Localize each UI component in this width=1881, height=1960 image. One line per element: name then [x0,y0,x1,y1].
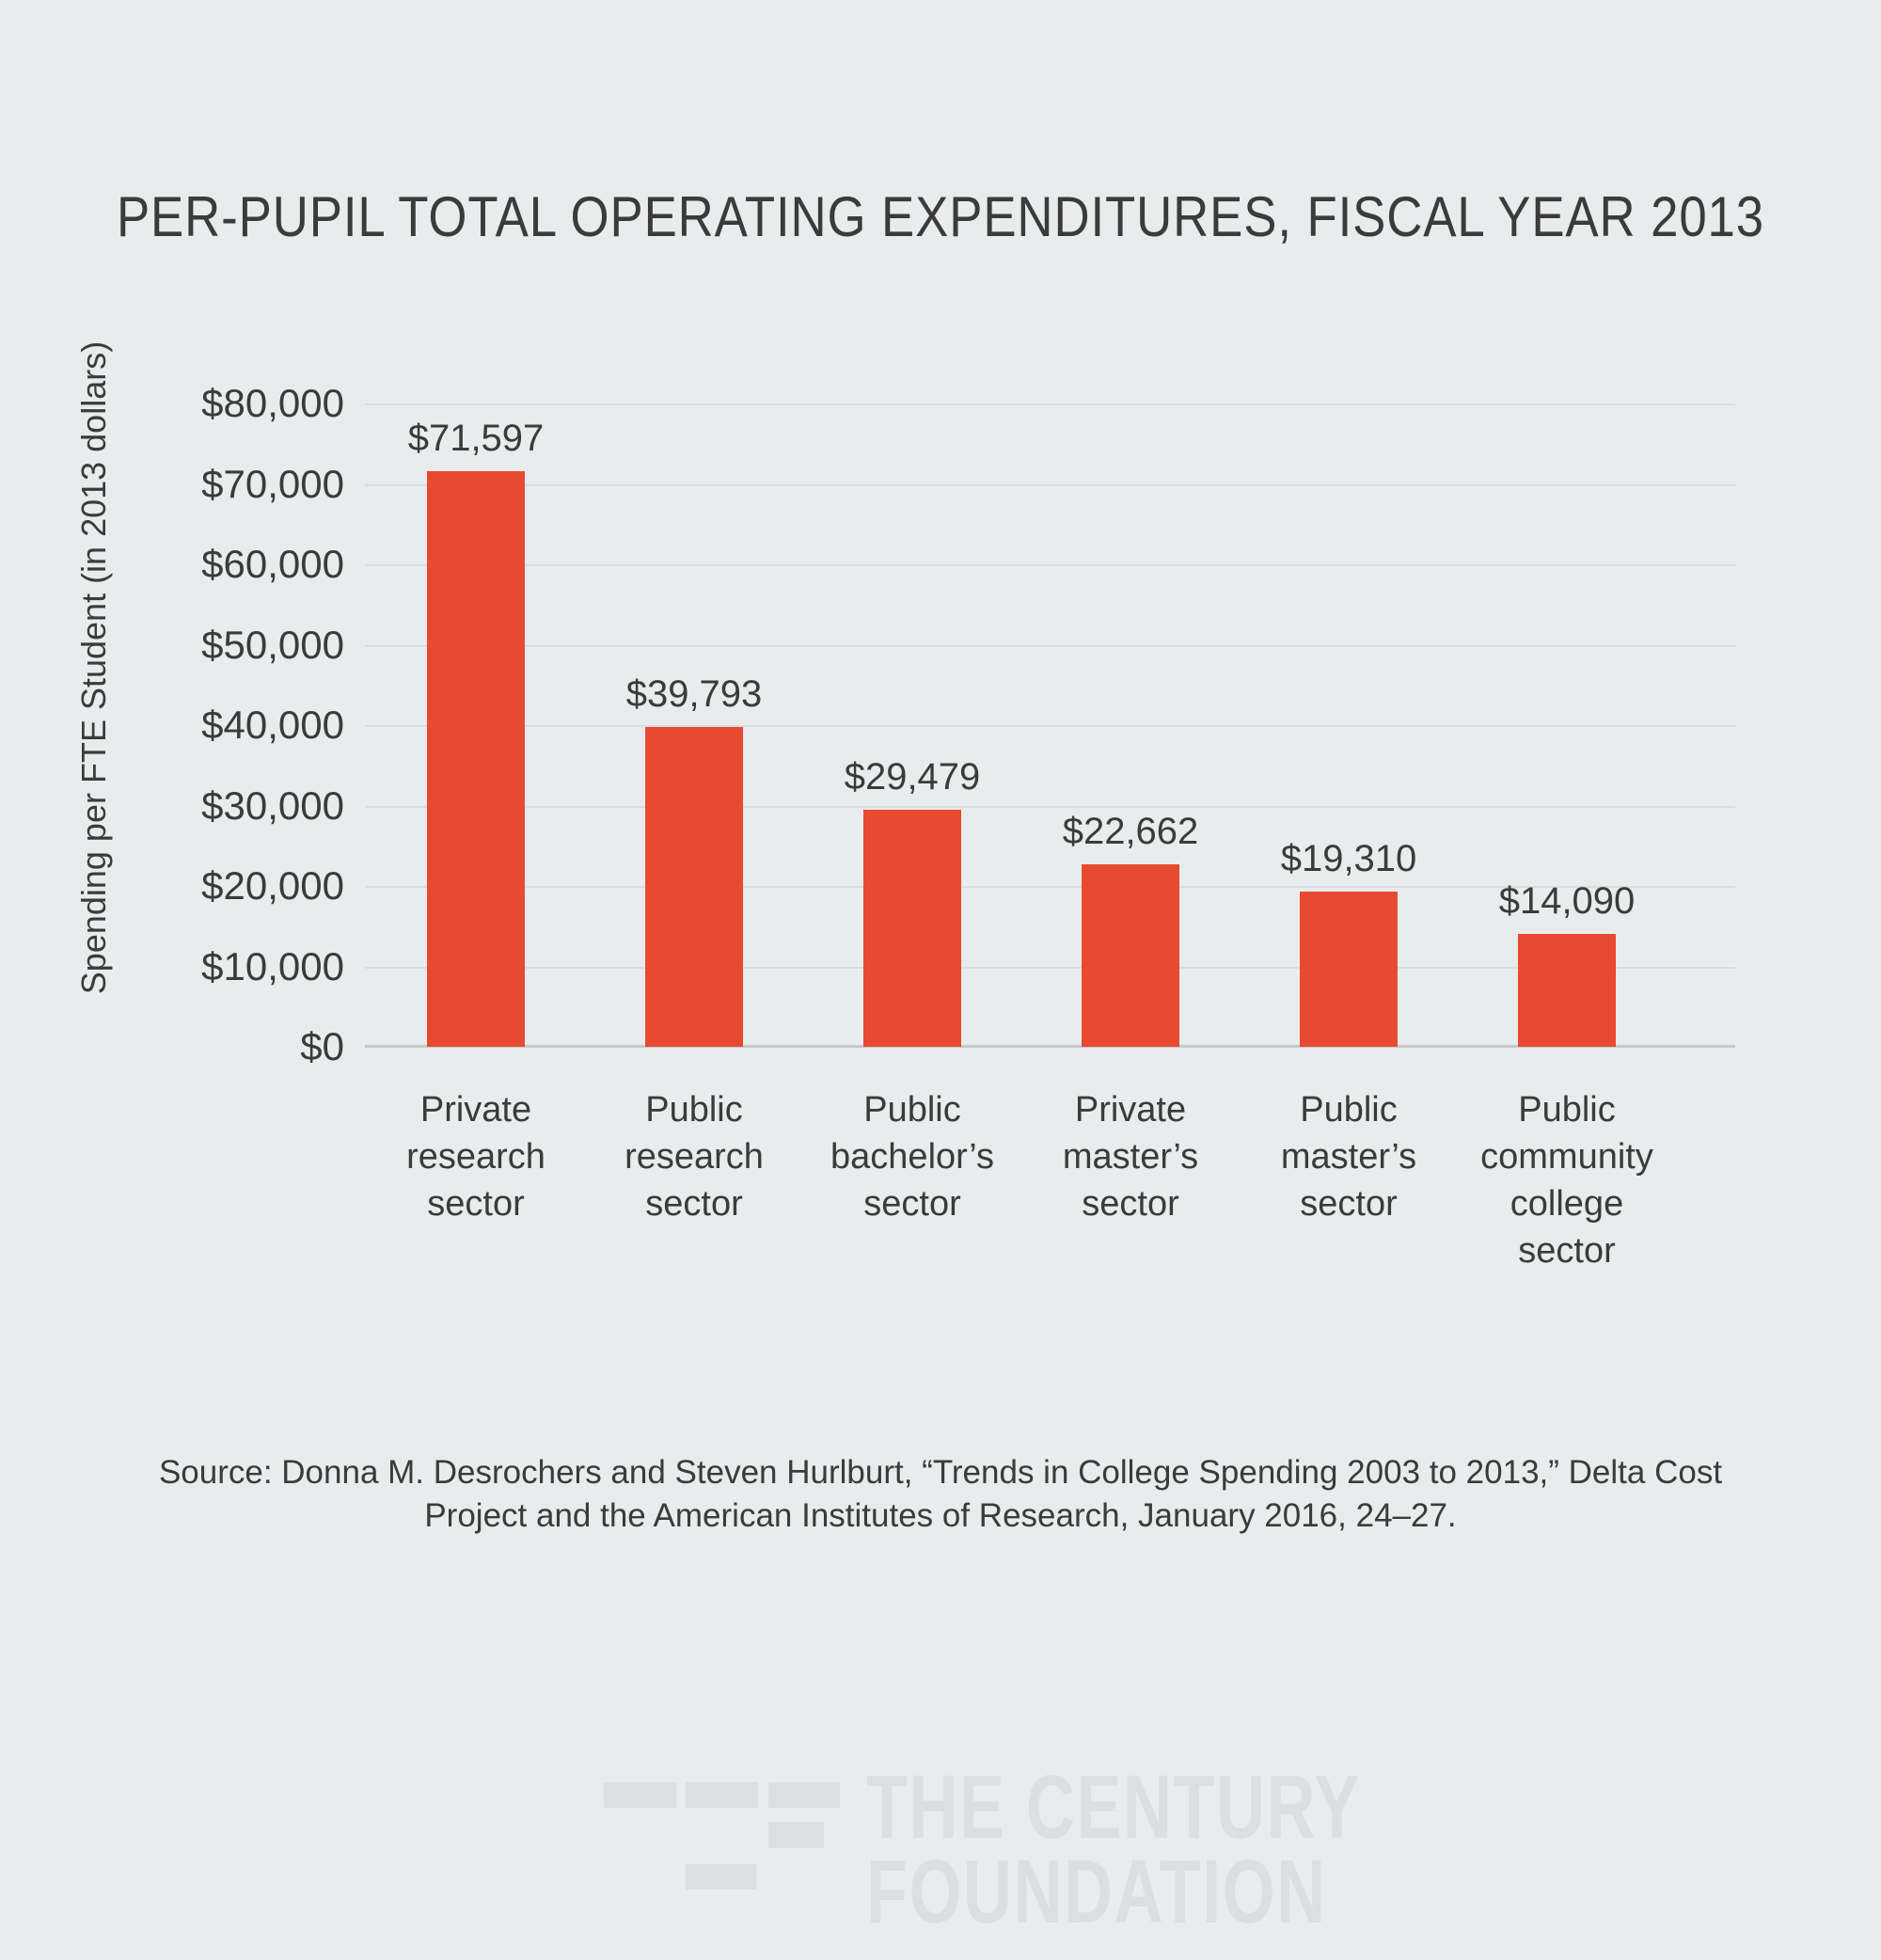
category-label: Public community college sector [1458,1086,1676,1274]
category-label-line: research [624,1137,764,1177]
category-label: Public bachelor’s sector [803,1086,1021,1274]
gridline [365,484,1735,486]
category-label-line: sector [1082,1184,1179,1224]
category-label-line: master’s [1280,1137,1417,1177]
bar [427,471,525,1047]
category-label: Private master’s sector [1021,1086,1240,1274]
bars: $71,597 $39,793 $29,479 $22,662 $19,310 $14,0… [367,403,1676,1047]
y-tick-label: $80,000 [201,381,344,425]
bar-value-label: $19,310 [1280,838,1417,879]
y-axis-ticks: $80,000 $70,000 $60,000 $50,000 $40,000 $30,0… [0,381,344,1068]
y-tick-label: $60,000 [201,542,344,586]
bar-column: $71,597 [367,403,585,1047]
y-tick-label: $40,000 [201,703,344,747]
category-label-line: Private [419,1090,532,1130]
y-tick-label: $70,000 [201,462,344,506]
bar-column: $19,310 [1240,403,1458,1047]
x-axis-line [365,1045,1735,1048]
logo-mark-bar [686,1782,758,1808]
tcf-logo-mark [604,1782,841,1890]
bar [1082,864,1179,1047]
bar-column: $39,793 [585,403,803,1047]
y-tick-label: $30,000 [201,783,344,828]
bar-value-label: $14,090 [1498,880,1636,922]
category-label-line: Public [645,1090,743,1130]
source-line-2: Project and the American Institutes of R… [424,1497,1457,1534]
category-label-line: community [1480,1137,1653,1177]
chart-title: PER-PUPIL TOTAL OPERATING EXPENDITURES, … [116,185,1765,248]
category-label-line: bachelor’s [830,1137,994,1177]
category-label-line: Public [1518,1090,1616,1130]
gridline [365,564,1735,566]
category-label: Public research sector [585,1086,803,1274]
bar [863,810,961,1047]
bar-column: $22,662 [1021,403,1240,1047]
gridline [365,645,1735,647]
category-label-line: Public [1300,1090,1398,1130]
logo-line-1: THE CENTURY [866,1757,1361,1857]
bar [645,727,743,1047]
category-label-line: master’s [1062,1137,1199,1177]
gridline [365,806,1735,808]
logo-mark-bar [768,1822,824,1848]
category-label-line: Private [1074,1090,1187,1130]
category-label-line: sector [645,1184,743,1224]
x-axis-category-labels: Private research sector Public research secto… [367,1086,1676,1274]
gridline [365,886,1735,888]
bar-value-label: $71,597 [407,418,545,459]
logo-mark-bar [604,1782,676,1808]
gridline [365,725,1735,727]
category-label: Private research sector [367,1086,585,1274]
category-label-line: sector [863,1184,961,1224]
source-line-1: Source: Donna M. Desrochers and Steven H… [158,1454,1723,1491]
source-note: Source: Donna M. Desrochers and Steven H… [0,1451,1881,1538]
y-tick-label: $50,000 [201,623,344,667]
bar [1518,934,1616,1047]
logo-mark-bar [768,1782,840,1808]
logo-mark-bar [686,1864,756,1889]
y-tick-label: $20,000 [201,863,344,908]
gridline [365,967,1735,969]
category-label-line: Public [863,1090,961,1130]
logo-line-2: FOUNDATION [866,1841,1327,1942]
category-label-line: sector [427,1184,525,1224]
category-label-line: sector [1300,1184,1398,1224]
y-tick-label: $0 [300,1024,344,1068]
category-label-line: college sector [1510,1184,1624,1271]
bar-column: $29,479 [803,403,1021,1047]
category-label: Public master’s sector [1240,1086,1458,1274]
bar-column: $14,090 [1458,403,1676,1047]
tcf-logo-wordmark: THE CENTURY FOUNDATION [866,1757,1361,1942]
bar-value-label: $22,662 [1062,811,1199,852]
bar-value-label: $39,793 [625,673,763,715]
category-label-line: research [406,1137,545,1177]
bar [1300,892,1398,1047]
plot-area: $71,597 $39,793 $29,479 $22,662 $19,310 $14,0… [365,403,1735,1048]
bar-value-label: $29,479 [844,756,981,798]
gridline [365,403,1735,405]
y-tick-label: $10,000 [201,944,344,988]
